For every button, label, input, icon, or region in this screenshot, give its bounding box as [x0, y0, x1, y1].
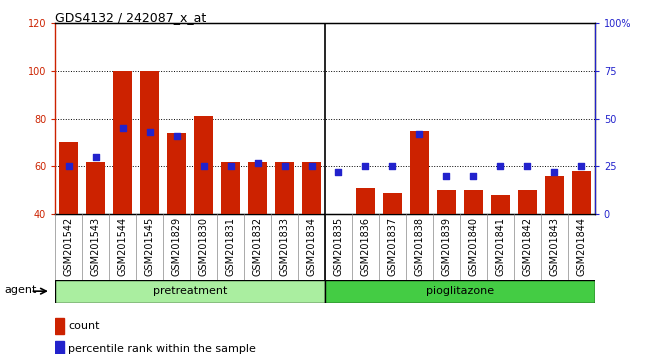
Text: GSM201835: GSM201835 [333, 217, 343, 276]
Text: GSM201840: GSM201840 [469, 217, 478, 276]
Bar [55, 318, 64, 334]
Point [441, 173, 452, 179]
Bar [356, 188, 375, 214]
Bar [140, 71, 159, 214]
Bar [167, 133, 186, 214]
Point [468, 173, 478, 179]
Text: GSM201844: GSM201844 [577, 217, 586, 276]
Bar [55, 280, 325, 303]
Text: GSM201837: GSM201837 [387, 217, 397, 276]
Text: GSM201829: GSM201829 [172, 217, 181, 276]
Text: GSM201545: GSM201545 [145, 217, 155, 276]
Point [64, 164, 74, 169]
Bar [302, 161, 321, 214]
Text: GSM201830: GSM201830 [199, 217, 209, 276]
Text: GSM201832: GSM201832 [253, 217, 263, 276]
Point [172, 133, 182, 139]
Bar [464, 190, 483, 214]
Point [144, 129, 155, 135]
Bar [194, 116, 213, 214]
Point [306, 164, 317, 169]
Bar [275, 161, 294, 214]
Bar [410, 131, 429, 214]
Bar [572, 171, 591, 214]
Point [360, 164, 370, 169]
Point [576, 164, 586, 169]
Point [495, 164, 506, 169]
Bar [325, 280, 595, 303]
Point [333, 169, 344, 175]
Text: GSM201833: GSM201833 [280, 217, 289, 276]
Point [549, 169, 560, 175]
Bar [248, 161, 267, 214]
Text: pioglitazone: pioglitazone [426, 286, 494, 296]
Bar [86, 161, 105, 214]
Point [118, 125, 128, 131]
Point [280, 164, 290, 169]
Text: pretreatment: pretreatment [153, 286, 228, 296]
Point [198, 164, 209, 169]
Bar [55, 341, 64, 354]
Text: percentile rank within the sample: percentile rank within the sample [68, 344, 256, 354]
Text: GSM201542: GSM201542 [64, 217, 73, 276]
Bar [59, 142, 78, 214]
Text: GSM201839: GSM201839 [441, 217, 451, 276]
Text: GSM201543: GSM201543 [91, 217, 101, 276]
Text: GSM201838: GSM201838 [415, 217, 424, 276]
Point [226, 164, 236, 169]
Bar [113, 71, 132, 214]
Point [90, 154, 101, 160]
Bar [437, 190, 456, 214]
Text: GDS4132 / 242087_x_at: GDS4132 / 242087_x_at [55, 11, 207, 24]
Text: GSM201831: GSM201831 [226, 217, 235, 276]
Bar [383, 193, 402, 214]
Point [252, 160, 263, 165]
Point [522, 164, 532, 169]
Bar [545, 176, 564, 214]
Text: GSM201834: GSM201834 [307, 217, 317, 276]
Bar [518, 190, 537, 214]
Point [414, 131, 424, 137]
Point [387, 164, 398, 169]
Bar [491, 195, 510, 214]
Text: GSM201843: GSM201843 [549, 217, 559, 276]
Text: count: count [68, 321, 99, 331]
Text: GSM201842: GSM201842 [523, 217, 532, 276]
Text: GSM201836: GSM201836 [361, 217, 370, 276]
Text: agent: agent [5, 285, 37, 295]
Text: GSM201544: GSM201544 [118, 217, 127, 276]
Text: GSM201841: GSM201841 [495, 217, 505, 276]
Bar [221, 161, 240, 214]
